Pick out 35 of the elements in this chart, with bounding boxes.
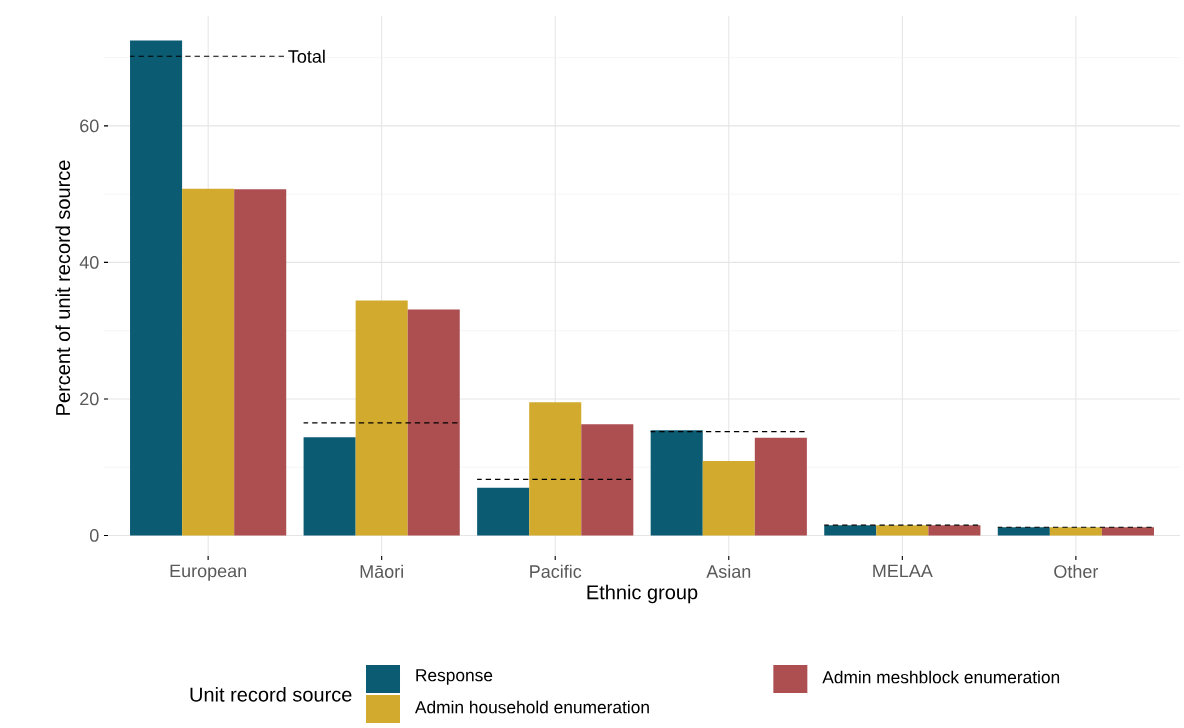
- bar: [997, 527, 1050, 536]
- legend-label: Admin meshblock enumeration: [822, 670, 1060, 684]
- legend-label: Admin household enumeration: [414, 700, 649, 714]
- bar: [529, 402, 582, 536]
- y-axis-title: Percent of unit record source: [55, 160, 71, 415]
- bar: [876, 525, 929, 536]
- x-tick-label: Other: [1054, 564, 1099, 578]
- y-tick-label: 0: [89, 529, 99, 542]
- bar: [702, 461, 755, 536]
- bar: [407, 309, 460, 536]
- bar: [1101, 527, 1154, 536]
- x-axis-title: Ethnic group: [587, 584, 698, 604]
- legend-title: Unit record source: [190, 686, 352, 702]
- x-tick-label: MELAA: [873, 564, 933, 578]
- bar: [182, 188, 235, 536]
- x-tick-label: Asian: [706, 564, 751, 578]
- legend-label: Response: [416, 669, 493, 685]
- bar: [477, 487, 530, 536]
- bar: [824, 525, 877, 536]
- y-tick-label: 40: [79, 256, 99, 269]
- bar: [581, 424, 634, 536]
- x-tick-label: Pacific: [530, 564, 582, 578]
- bar: [130, 40, 183, 536]
- y-tick-label: 60: [80, 119, 99, 133]
- bar: [1049, 527, 1102, 536]
- x-tick-label: Māori: [360, 564, 403, 578]
- bar: [234, 189, 287, 536]
- x-tick-label: European: [170, 564, 246, 581]
- bar: [754, 437, 807, 536]
- y-tick-label: 20: [80, 392, 99, 406]
- bar: [303, 437, 356, 536]
- bar: [650, 430, 703, 536]
- bar: [355, 300, 408, 536]
- ref-line-label: Total: [288, 49, 325, 63]
- bar: [928, 525, 981, 536]
